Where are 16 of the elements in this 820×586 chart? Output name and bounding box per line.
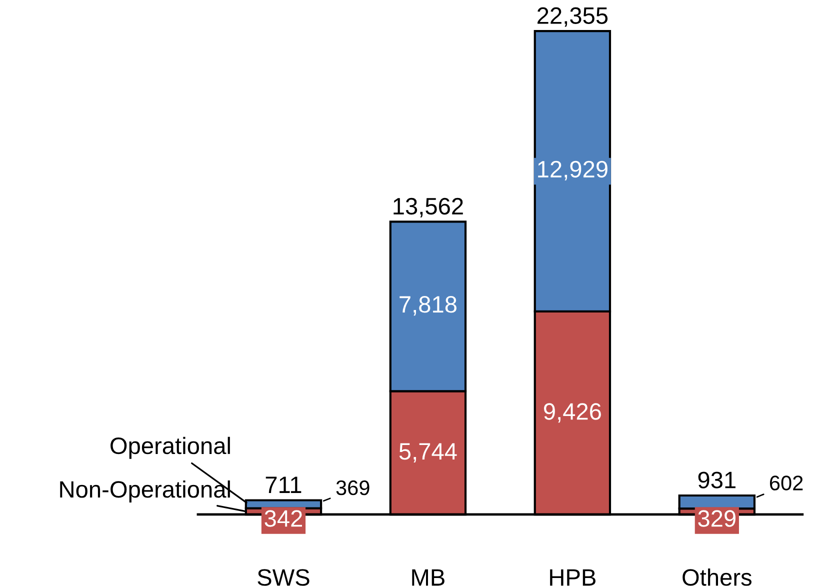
x-tick-label: SWS xyxy=(258,569,310,586)
series-label: Non-Operational xyxy=(60,480,230,502)
data-label: 12,929 xyxy=(538,160,608,180)
data-label: 7,818 xyxy=(400,296,456,316)
x-tick-label: Others xyxy=(682,568,752,586)
total-label: 22,355 xyxy=(538,7,608,27)
data-label: 5,744 xyxy=(399,443,457,463)
x-tick-label: MB xyxy=(412,569,444,586)
data-label: 602 xyxy=(770,476,803,490)
data-label: 9,426 xyxy=(544,403,601,423)
x-tick-label: HPB xyxy=(550,569,596,586)
total-label: 13,562 xyxy=(394,198,463,218)
total-label: 711 xyxy=(266,476,302,493)
series-label: Operational xyxy=(110,436,230,459)
data-label: 369 xyxy=(336,480,370,496)
total-label: 931 xyxy=(698,472,736,488)
